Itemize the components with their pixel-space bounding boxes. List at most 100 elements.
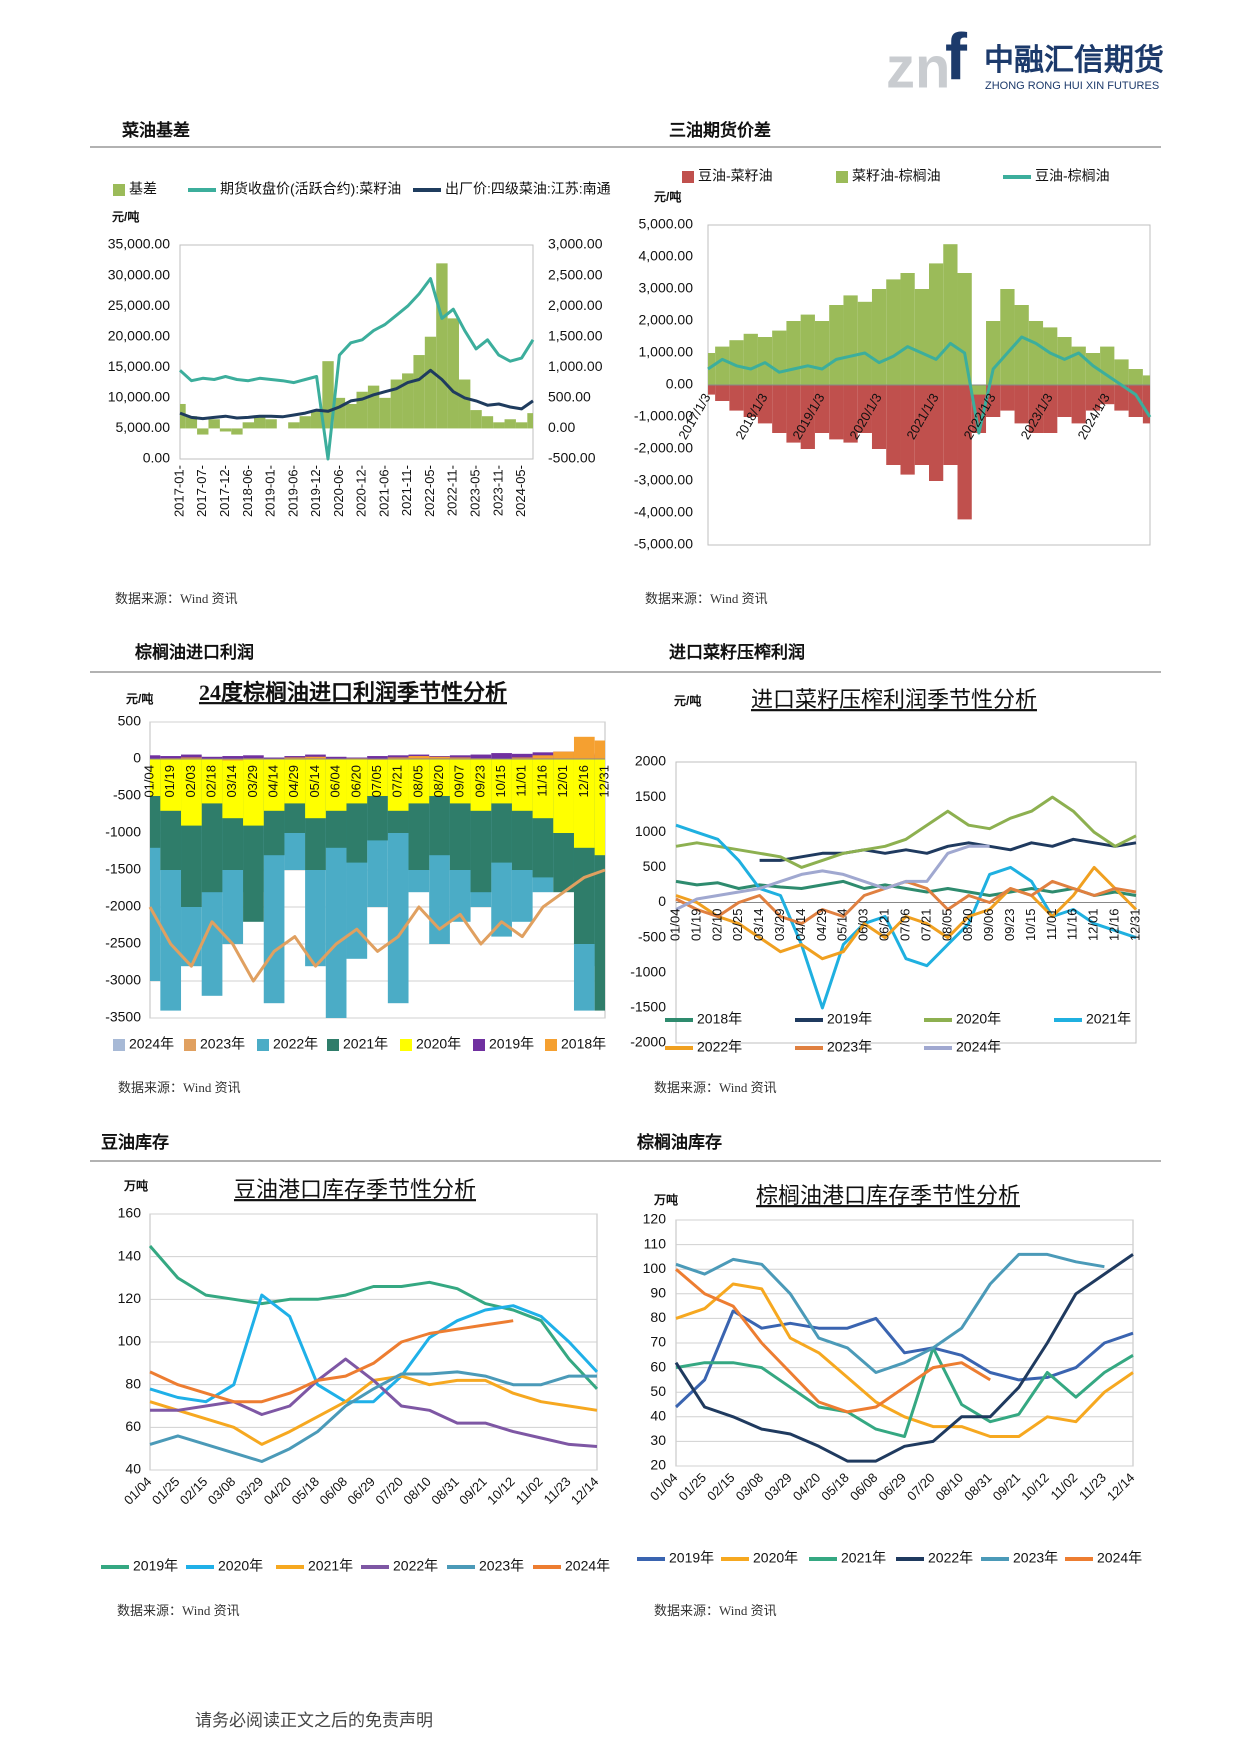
- x-tick-label: 2019-06-: [285, 465, 300, 517]
- y-tick-label: -1000: [105, 824, 141, 840]
- x-tick-label: 2017-01-: [171, 465, 186, 517]
- bar: [1100, 346, 1115, 385]
- x-tick-label: 07/05: [369, 765, 384, 798]
- legend-label: 2024年: [565, 1558, 610, 1574]
- legend-label: 2022年: [393, 1558, 438, 1574]
- y-tick-label: 0.00: [666, 376, 693, 392]
- bar: [1114, 385, 1129, 411]
- x-tick-label: 09/23: [1002, 908, 1017, 941]
- y-tick-label: 20: [650, 1457, 666, 1473]
- legend-swatch: [545, 1039, 557, 1051]
- axis-unit: 万吨: [123, 1178, 148, 1193]
- legend-label: 2023年: [1013, 1550, 1058, 1566]
- bar: [424, 336, 437, 429]
- y2-tick-label: 3,000.00: [548, 236, 603, 252]
- legend-label: 2020年: [956, 1011, 1001, 1027]
- line-series: [675, 879, 1137, 897]
- x-tick-label: 06/03: [856, 909, 871, 942]
- y-tick-label: 4,000.00: [639, 248, 694, 264]
- x-tick-label: 07/06: [897, 909, 912, 942]
- bar: [1000, 289, 1015, 385]
- bar: [387, 759, 409, 811]
- bar: [470, 759, 492, 811]
- bar: [708, 385, 716, 395]
- bar: [390, 379, 403, 429]
- bar: [1028, 385, 1044, 433]
- legend-label: 2023年: [827, 1039, 872, 1055]
- bar: [367, 759, 388, 796]
- bar: [594, 740, 605, 759]
- x-tick-label: 03/29: [772, 909, 787, 942]
- bar: [886, 279, 901, 385]
- y-tick-label: 1500: [635, 788, 666, 804]
- x-tick-label: 03/14: [751, 909, 766, 942]
- bar: [299, 416, 311, 429]
- y-tick-label: 70: [650, 1334, 666, 1350]
- x-tick-label: 08/20: [960, 909, 975, 942]
- bar: [345, 403, 357, 429]
- bar: [447, 318, 459, 429]
- x-tick-label: 11/01: [514, 765, 529, 797]
- y-tick-label: -3000: [105, 972, 141, 988]
- bar: [511, 753, 533, 759]
- logo-name: 中融汇信期货: [984, 43, 1164, 77]
- bar: [265, 419, 277, 429]
- y2-tick-label: -500.00: [548, 450, 596, 466]
- line-series: [759, 837, 1137, 862]
- bar: [1000, 385, 1015, 411]
- data-source: 数据来源：Wind 资讯: [654, 1603, 777, 1618]
- bar: [957, 273, 972, 385]
- x-tick-label: 06/20: [348, 765, 363, 798]
- bar: [436, 263, 448, 429]
- bar: [772, 330, 787, 385]
- bar: [594, 759, 605, 856]
- x-tick-label: 2017-12-: [217, 465, 232, 517]
- x-tick-label: 01/19: [162, 765, 177, 798]
- x-tick-label: 12/31: [596, 765, 611, 798]
- x-tick-label: 06/21: [877, 909, 892, 942]
- bar: [219, 428, 232, 432]
- y-tick-label: 1,000.00: [639, 344, 694, 360]
- y-tick-label: 100: [643, 1260, 667, 1276]
- bar: [310, 410, 323, 429]
- bar: [1071, 385, 1086, 424]
- legend-label: 2019年: [489, 1036, 534, 1052]
- y-tick-label: 0.00: [143, 450, 170, 466]
- bar: [573, 736, 595, 759]
- legend-label: 2022年: [273, 1036, 318, 1052]
- bar: [491, 753, 512, 759]
- line-series: [150, 1357, 598, 1448]
- y-tick-label: -1000: [630, 963, 666, 979]
- bar: [429, 759, 450, 796]
- bar: [470, 410, 482, 429]
- bar: [254, 416, 266, 429]
- x-tick-label: 07/21: [390, 765, 405, 798]
- line-series: [178, 277, 535, 461]
- x-tick-label: 2023-05-: [468, 465, 483, 517]
- legend-swatch: [113, 1039, 125, 1051]
- plot-frame: [179, 244, 534, 460]
- bar: [757, 337, 773, 385]
- y-tick-label: -500: [113, 787, 141, 803]
- line-series: [675, 1252, 1105, 1374]
- line-series: [149, 1370, 597, 1463]
- bar: [160, 759, 182, 811]
- x-tick-label: 2024-05-: [513, 465, 528, 517]
- bar: [356, 391, 368, 429]
- y-tick-label: -1,000.00: [634, 408, 693, 424]
- x-tick-label: 2020-06-: [331, 465, 346, 517]
- legend-swatch: [327, 1039, 339, 1051]
- bar: [871, 385, 887, 449]
- bar: [263, 757, 285, 759]
- bar: [408, 756, 430, 759]
- legend-label: 2021年: [343, 1036, 388, 1052]
- y-tick-label: 30,000.00: [108, 266, 170, 282]
- bar: [160, 756, 182, 759]
- data-source: 数据来源：Wind 资讯: [117, 1603, 240, 1618]
- bar: [150, 759, 161, 796]
- bar: [1142, 375, 1150, 385]
- x-tick-label: 03/14: [224, 765, 239, 798]
- bar: [971, 385, 987, 395]
- x-tick-label: 05/14: [307, 765, 322, 798]
- bar: [491, 759, 512, 804]
